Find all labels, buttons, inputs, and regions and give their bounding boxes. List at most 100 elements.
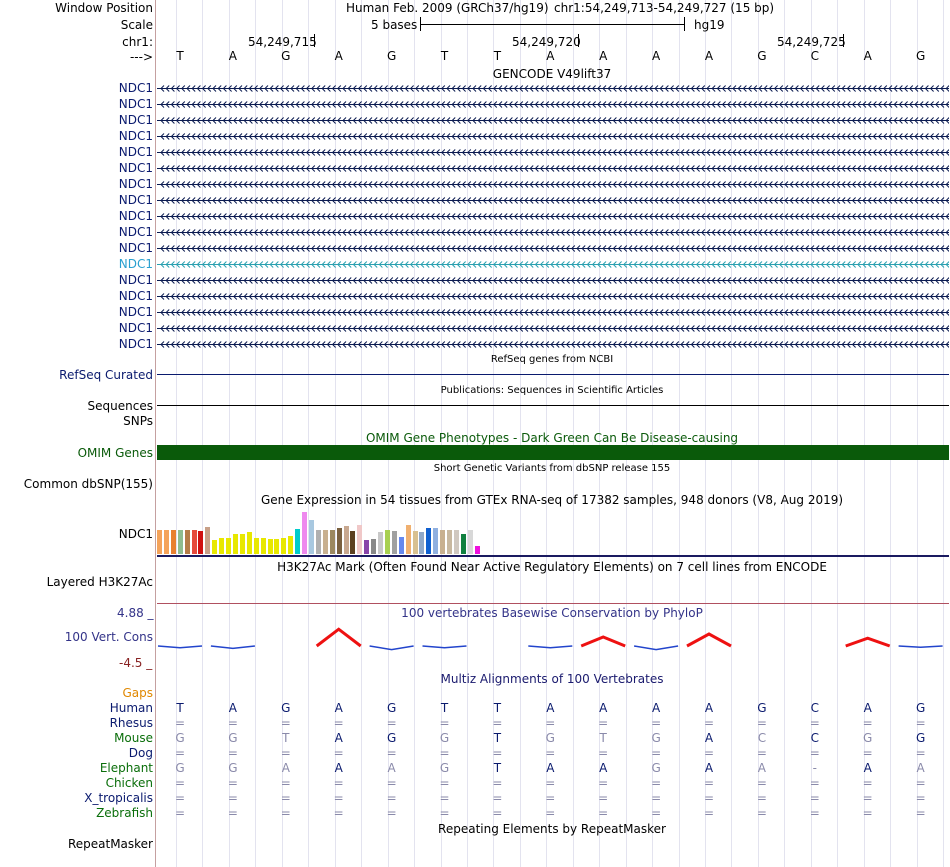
- gtex-tissue-bar[interactable]: [212, 540, 218, 554]
- multiz-gaps-label[interactable]: Gaps: [122, 686, 153, 700]
- snps-label[interactable]: SNPs: [123, 414, 153, 428]
- multiz-species-label[interactable]: Chicken: [105, 776, 153, 790]
- multiz-species-label[interactable]: Dog: [128, 746, 153, 760]
- gtex-tissue-bar[interactable]: [426, 528, 432, 554]
- gtex-tissue-bar[interactable]: [177, 530, 183, 554]
- gtex-tissue-bar[interactable]: [219, 538, 225, 554]
- gencode-transcript-label[interactable]: NDC1: [118, 209, 153, 223]
- gtex-tissue-bar[interactable]: [350, 531, 356, 554]
- gtex-tissue-bar[interactable]: [412, 531, 418, 554]
- gtex-tissue-bar[interactable]: [274, 539, 280, 554]
- gtex-tissue-bar[interactable]: [384, 530, 390, 554]
- gtex-tissue-bar[interactable]: [253, 538, 259, 554]
- gtex-tissue-bar[interactable]: [288, 535, 294, 554]
- gencode-transcript-label[interactable]: NDC1: [118, 337, 153, 351]
- gtex-track-label[interactable]: NDC1: [118, 527, 153, 541]
- gencode-transcript-label[interactable]: NDC1: [118, 161, 153, 175]
- gencode-transcript-feature[interactable]: [157, 276, 949, 285]
- gencode-transcript-feature[interactable]: [157, 340, 949, 349]
- multiz-species-label[interactable]: Zebrafish: [96, 806, 153, 820]
- gencode-transcript-feature[interactable]: [157, 116, 949, 125]
- gencode-transcript-label[interactable]: NDC1: [118, 177, 153, 191]
- gtex-tissue-bar[interactable]: [315, 530, 321, 554]
- multiz-species-label[interactable]: X_tropicalis: [84, 791, 153, 805]
- gtex-tissue-bar[interactable]: [163, 530, 169, 554]
- gtex-tissue-bar[interactable]: [405, 525, 411, 554]
- gencode-transcript-label[interactable]: NDC1: [118, 113, 153, 127]
- gencode-transcript-label[interactable]: NDC1: [118, 321, 153, 335]
- gtex-tissue-bar[interactable]: [467, 530, 473, 554]
- gtex-tissue-bar[interactable]: [391, 531, 397, 554]
- gencode-transcript-label[interactable]: NDC1: [118, 305, 153, 319]
- gtex-tissue-bar[interactable]: [226, 538, 232, 554]
- gencode-transcript-label[interactable]: NDC1: [118, 225, 153, 239]
- gencode-transcript-feature[interactable]: [157, 260, 949, 269]
- gencode-transcript-feature[interactable]: [157, 196, 949, 205]
- gencode-transcript-feature[interactable]: [157, 228, 949, 237]
- publications-track-label[interactable]: Sequences: [87, 399, 153, 413]
- gtex-tissue-bar[interactable]: [157, 530, 162, 554]
- gtex-tissue-bar[interactable]: [343, 526, 349, 554]
- gtex-tissue-bar[interactable]: [239, 533, 245, 554]
- gencode-transcript-feature[interactable]: [157, 148, 949, 157]
- gencode-transcript-label[interactable]: NDC1: [118, 97, 153, 111]
- multiz-species-label[interactable]: Human: [109, 701, 153, 715]
- gtex-tissue-bar[interactable]: [371, 539, 377, 554]
- gencode-transcript-feature[interactable]: [157, 164, 949, 173]
- phylop-graph[interactable]: [157, 625, 949, 665]
- gencode-transcript-label[interactable]: NDC1: [118, 145, 153, 159]
- gtex-tissue-bar[interactable]: [170, 530, 176, 554]
- gtex-tissue-bar[interactable]: [295, 528, 301, 554]
- gtex-tissue-bar[interactable]: [205, 527, 211, 554]
- gtex-tissue-bar[interactable]: [447, 530, 453, 554]
- gtex-tissue-bar[interactable]: [364, 540, 370, 554]
- gencode-transcript-feature[interactable]: [157, 308, 949, 317]
- multiz-species-label[interactable]: Mouse: [114, 731, 153, 745]
- omim-feature-bar[interactable]: [157, 445, 949, 460]
- gtex-tissue-bar[interactable]: [198, 531, 204, 554]
- gtex-tissue-bar[interactable]: [309, 519, 314, 554]
- gtex-tissue-bar[interactable]: [398, 537, 404, 554]
- gencode-transcript-feature[interactable]: [157, 180, 949, 189]
- gtex-tissue-bar[interactable]: [460, 533, 466, 554]
- gtex-tissue-bar[interactable]: [378, 531, 383, 554]
- gtex-tissue-bar[interactable]: [357, 525, 363, 554]
- gencode-transcript-label[interactable]: NDC1: [118, 81, 153, 95]
- gencode-transcript-feature[interactable]: [157, 84, 949, 93]
- gencode-transcript-label[interactable]: NDC1: [118, 289, 153, 303]
- phylop-track-label[interactable]: 100 Vert. Cons: [64, 630, 153, 644]
- multiz-species-label[interactable]: Rhesus: [109, 716, 153, 730]
- gtex-tissue-bar[interactable]: [281, 538, 287, 554]
- gtex-tissue-bar[interactable]: [329, 530, 335, 554]
- gencode-transcript-label[interactable]: NDC1: [118, 257, 153, 271]
- gtex-expression-chart[interactable]: [157, 508, 537, 554]
- gtex-tissue-bar[interactable]: [322, 530, 328, 554]
- gencode-transcript-feature[interactable]: [157, 292, 949, 301]
- gtex-tissue-bar[interactable]: [246, 531, 252, 554]
- gencode-transcript-feature[interactable]: [157, 324, 949, 333]
- gtex-tissue-bar[interactable]: [440, 530, 446, 554]
- gencode-transcript-feature[interactable]: [157, 132, 949, 141]
- gencode-transcript-label[interactable]: NDC1: [118, 129, 153, 143]
- gtex-tissue-bar[interactable]: [454, 530, 459, 554]
- gencode-transcript-feature[interactable]: [157, 212, 949, 221]
- gtex-tissue-bar[interactable]: [260, 538, 266, 554]
- track-panel[interactable]: [156, 0, 950, 867]
- gtex-tissue-bar[interactable]: [474, 545, 480, 554]
- multiz-species-label[interactable]: Elephant: [99, 761, 153, 775]
- repeatmasker-track-label[interactable]: RepeatMasker: [67, 837, 153, 851]
- gtex-tissue-bar[interactable]: [233, 533, 238, 554]
- refseq-track-label[interactable]: RefSeq Curated: [59, 368, 153, 382]
- gencode-transcript-label[interactable]: NDC1: [118, 273, 153, 287]
- dbsnp-track-label[interactable]: Common dbSNP(155): [23, 477, 153, 491]
- gencode-transcript-label[interactable]: NDC1: [118, 193, 153, 207]
- gtex-tissue-bar[interactable]: [336, 528, 342, 554]
- omim-track-label[interactable]: OMIM Genes: [77, 446, 153, 460]
- gtex-tissue-bar[interactable]: [191, 530, 197, 554]
- gencode-transcript-label[interactable]: NDC1: [118, 241, 153, 255]
- gtex-tissue-bar[interactable]: [267, 539, 273, 554]
- gencode-transcript-feature[interactable]: [157, 100, 949, 109]
- gtex-tissue-bar[interactable]: [433, 528, 439, 554]
- gencode-transcript-feature[interactable]: [157, 244, 949, 253]
